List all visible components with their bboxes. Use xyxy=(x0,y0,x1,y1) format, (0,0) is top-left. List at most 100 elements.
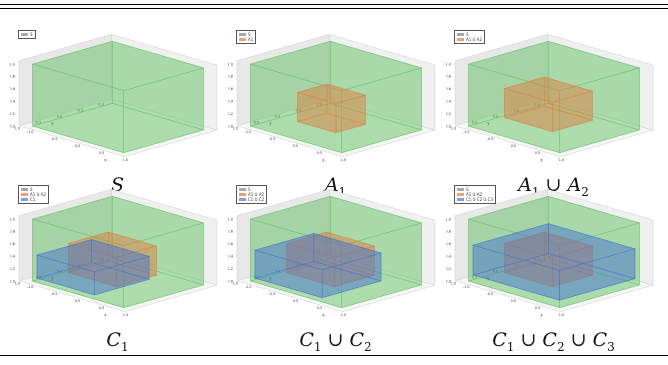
legend-swatch xyxy=(457,193,464,196)
y-axis-label: y xyxy=(269,276,272,281)
floor-pane xyxy=(18,99,218,157)
legend-label: A1 U A2 xyxy=(248,192,265,197)
plot-3d: 0.00.20.40.60.81.0z1.00.50.0-0.5-1.0y-1.… xyxy=(228,188,436,317)
caption-subscript: 1 xyxy=(531,184,540,199)
x-tick-label: 0.5 xyxy=(317,306,322,310)
legend-swatch xyxy=(21,198,28,201)
x-tick-label: -0.5 xyxy=(51,292,58,296)
axis-panes xyxy=(18,188,218,312)
caption-symbol: C xyxy=(349,329,365,351)
legend-entry: S xyxy=(21,32,33,37)
panel-A1uA2: 0.00.20.40.60.81.0z1.00.50.0-0.5-1.0y-1.… xyxy=(446,28,661,203)
legend-label: A1 U A2 xyxy=(30,192,47,197)
z-tick-label: 1.0 xyxy=(10,217,16,221)
z-tick-label: 0.8 xyxy=(228,230,234,234)
legend-entry: S xyxy=(239,187,264,192)
y-tick-label: -1.0 xyxy=(534,103,541,107)
region-S xyxy=(249,195,423,309)
region-A-union xyxy=(67,231,158,287)
plot-legend: S A1 xyxy=(236,30,257,44)
legend-entry: S xyxy=(457,32,482,37)
x-axis-label: x xyxy=(322,312,325,317)
z-tick-label: 0.0 xyxy=(446,124,452,128)
x-tick-label: 0.5 xyxy=(535,306,540,310)
x-axis-label: x xyxy=(540,157,543,162)
caption-subscript: 1 xyxy=(506,339,515,354)
axis-panes xyxy=(18,33,218,157)
legend-swatch xyxy=(457,188,464,191)
z-tick-label: 0.8 xyxy=(228,75,234,79)
z-tick-label: 0.6 xyxy=(446,242,452,246)
z-tick-label: 0.2 xyxy=(10,112,15,116)
x-axis-label: x xyxy=(540,312,543,317)
z-tick-label: 0.2 xyxy=(446,267,451,271)
legend-entry: A1 U A2 xyxy=(21,192,46,197)
region-C xyxy=(35,239,151,296)
x-tick-label: 0.5 xyxy=(99,306,104,310)
y-tick-label: -0.5 xyxy=(513,264,520,268)
z-tick-label: 1.0 xyxy=(446,62,452,66)
legend-swatch xyxy=(239,198,246,201)
z-tick-label: 0.4 xyxy=(228,255,234,259)
legend-swatch xyxy=(21,33,28,36)
y-tick-label: -1.0 xyxy=(316,258,323,262)
plot-legend: S A1 U A2 C1 U C2 U C3 xyxy=(454,185,496,204)
x-tick-label: -0.5 xyxy=(269,292,276,296)
x-tick-label: -0.5 xyxy=(51,137,58,141)
y-tick-label: 0.5 xyxy=(36,121,41,125)
legend-swatch xyxy=(239,188,246,191)
x-tick-label: 1.0 xyxy=(123,158,128,162)
panel-caption: C1 ∪ C2 ∪ C3 xyxy=(446,329,661,354)
y-tick-label: 0.0 xyxy=(275,115,280,119)
x-axis-label: x xyxy=(104,312,107,317)
region-S-face xyxy=(467,40,641,92)
legend-label: S xyxy=(466,187,469,192)
z-tick-label: 0.8 xyxy=(10,230,16,234)
y-tick-label: 1.0 xyxy=(451,282,456,286)
caption-symbol: C xyxy=(106,329,121,351)
y-tick-label: -0.5 xyxy=(513,109,520,113)
region-S-face xyxy=(467,195,641,247)
z-tick-label: 0.6 xyxy=(228,87,234,91)
plot-legend: S A1 U A2 C1 U C2 xyxy=(236,185,268,204)
y-axis-label: y xyxy=(487,276,490,281)
z-tick-label: 0.6 xyxy=(446,87,452,91)
y-tick-label: 1.0 xyxy=(233,127,238,131)
x-tick-label: 1.0 xyxy=(559,313,564,317)
legend-label: C1 U C2 U C3 xyxy=(466,197,493,202)
z-tick-label: 0.6 xyxy=(10,242,16,246)
region-A-union-face xyxy=(67,231,158,258)
legend-label: C1 U C2 xyxy=(248,197,265,202)
z-tick-label: 0.2 xyxy=(228,267,233,271)
legend-swatch xyxy=(239,38,246,41)
plot-3d: 0.00.20.40.60.81.0z1.00.50.0-0.5-1.0y-1.… xyxy=(446,33,654,162)
x-tick-label: 1.0 xyxy=(559,158,564,162)
region-A-union xyxy=(503,76,594,132)
region-S-face xyxy=(249,195,423,247)
legend-entry: S xyxy=(239,32,253,37)
legend-entry: A1 U A2 xyxy=(457,37,482,42)
legend-entry: S xyxy=(21,187,46,192)
y-tick-label: 0.5 xyxy=(254,121,259,125)
y-tick-label: 1.0 xyxy=(451,127,456,131)
legend-label: S xyxy=(248,187,251,192)
union-symbol: ∪ xyxy=(321,329,350,351)
legend-entry: A1 U A2 xyxy=(457,192,493,197)
x-tick-label: 0.5 xyxy=(535,151,540,155)
legend-label: S xyxy=(248,32,251,37)
z-tick-label: 0.0 xyxy=(228,124,234,128)
legend-label: S xyxy=(30,32,33,37)
panel-S: 0.00.20.40.60.81.0z1.00.50.0-0.5-1.0y-1.… xyxy=(10,28,225,203)
z-tick-label: 1.0 xyxy=(228,217,234,221)
x-tick-label: -0.5 xyxy=(487,137,494,141)
z-tick-label: 1.0 xyxy=(228,62,234,66)
z-tick-label: 0.2 xyxy=(228,112,233,116)
axis-panes xyxy=(454,33,654,157)
legend-label: S xyxy=(466,32,469,37)
z-tick-label: 1.0 xyxy=(10,62,16,66)
x-tick-label: 0.5 xyxy=(317,151,322,155)
caption-subscript: 2 xyxy=(556,339,565,354)
x-tick-label: -1.0 xyxy=(27,130,34,134)
legend-swatch xyxy=(457,198,464,201)
y-tick-label: 1.0 xyxy=(15,282,20,286)
